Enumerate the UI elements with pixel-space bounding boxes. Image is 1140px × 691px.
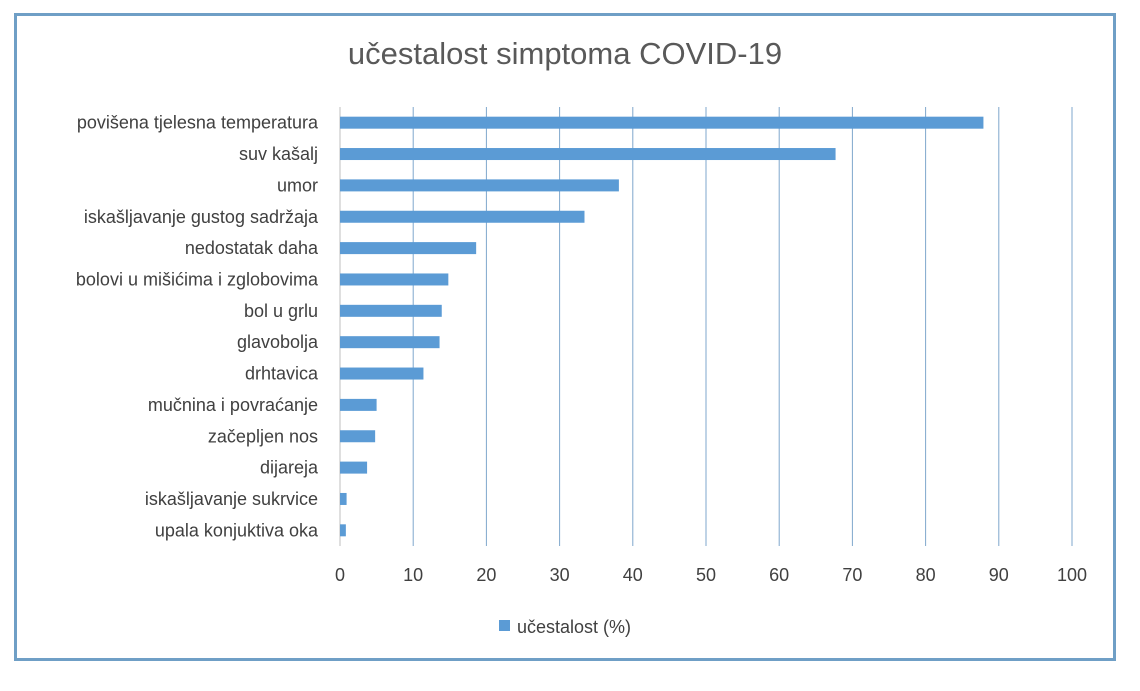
bar (340, 398, 377, 411)
bar (340, 461, 368, 474)
bar (340, 430, 376, 443)
bar (340, 492, 347, 505)
x-tick-label: 10 (403, 565, 423, 585)
bars (340, 116, 984, 537)
bar (340, 179, 619, 192)
bar (340, 148, 836, 161)
bar (340, 336, 440, 349)
category-label: upala konjuktiva oka (155, 520, 319, 540)
legend-label: učestalost (%) (517, 617, 631, 637)
x-tick-label: 100 (1057, 565, 1087, 585)
x-tick-label: 40 (623, 565, 643, 585)
category-label: glavobolja (237, 332, 319, 352)
chart-title: učestalost simptoma COVID-19 (348, 36, 782, 71)
bar (340, 367, 424, 380)
category-label: iskašljavanje gustog sadržaja (84, 207, 319, 227)
x-tick-label: 70 (842, 565, 862, 585)
x-tick-label: 90 (989, 565, 1009, 585)
category-label: mučnina i povraćanje (148, 395, 318, 415)
x-tick-label: 0 (335, 565, 345, 585)
x-tick-label: 30 (550, 565, 570, 585)
legend-swatch (499, 620, 510, 631)
x-tick-label: 20 (476, 565, 496, 585)
bar (340, 242, 477, 255)
legend: učestalost (%) (499, 617, 631, 637)
x-tick-label: 50 (696, 565, 716, 585)
category-label: drhtavica (245, 364, 319, 384)
category-label: dijareja (260, 458, 319, 478)
x-tick-label: 60 (769, 565, 789, 585)
grid-lines (339, 107, 1073, 546)
category-label: suv kašalj (239, 144, 318, 164)
category-label: nedostatak daha (185, 238, 319, 258)
category-label: iskašljavanje sukrvice (145, 489, 318, 509)
bar (340, 273, 449, 286)
category-label: bolovi u mišićima i zglobovima (76, 269, 319, 289)
category-label: bol u grlu (244, 301, 318, 321)
bar (340, 116, 984, 129)
bar (340, 210, 585, 223)
x-tick-label: 80 (916, 565, 936, 585)
category-label: umor (277, 175, 318, 195)
category-labels: povišena tjelesna temperatura suv kašalj u… (76, 113, 319, 541)
bar (340, 304, 442, 317)
category-label: povišena tjelesna temperatura (77, 113, 319, 133)
x-tick-labels: 0 10 20 30 40 50 60 70 80 90 100 (335, 565, 1087, 585)
category-label: začepljen nos (208, 426, 318, 446)
bar (340, 524, 346, 537)
